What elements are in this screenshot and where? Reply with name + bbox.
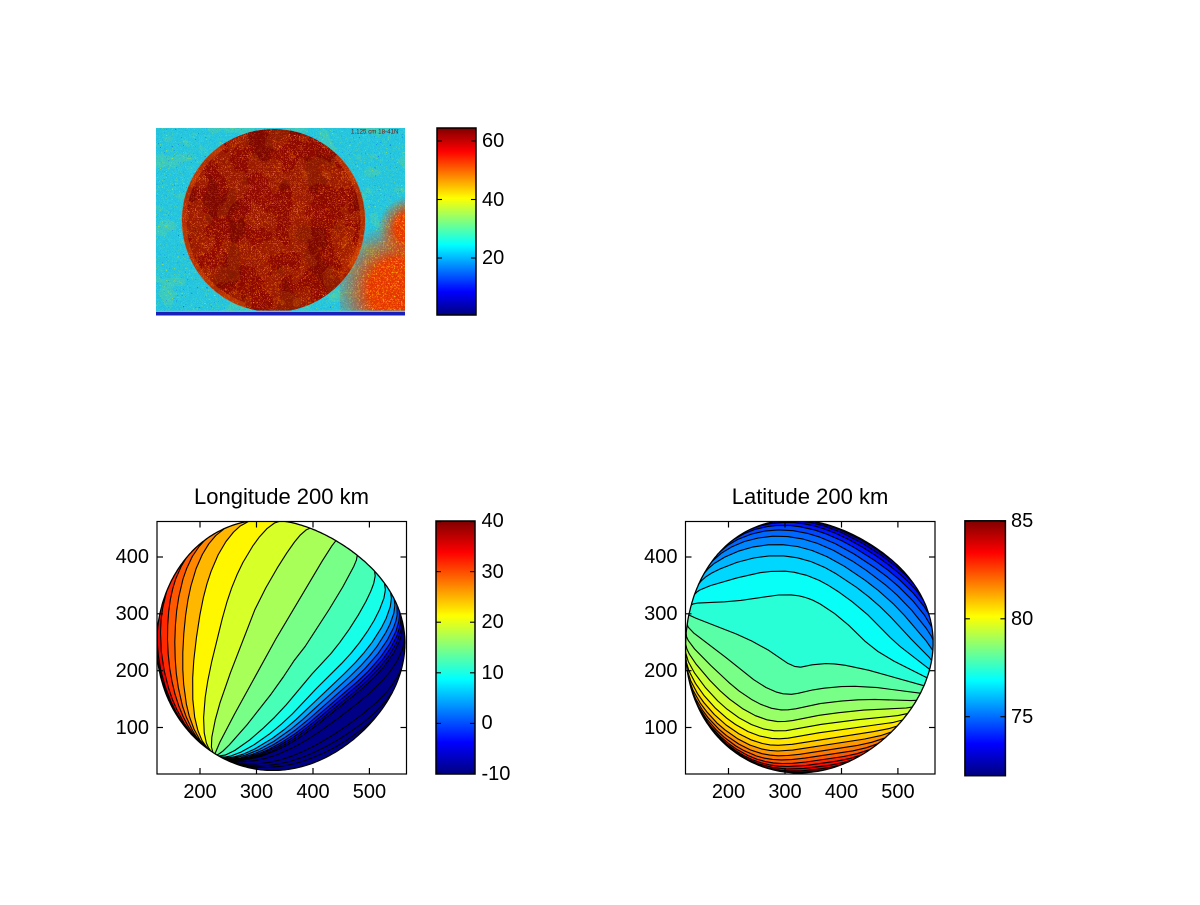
svg-text:1.125 cm 18-41N: 1.125 cm 18-41N [351, 129, 398, 136]
